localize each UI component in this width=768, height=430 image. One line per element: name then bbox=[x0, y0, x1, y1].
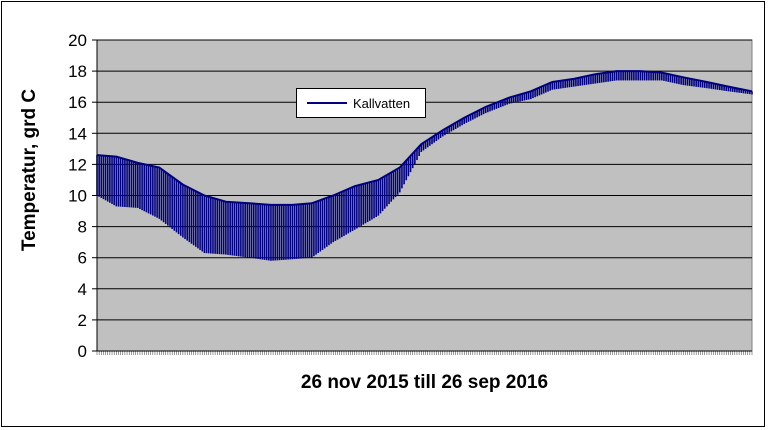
x-axis-ticks bbox=[96, 351, 753, 355]
y-axis-label: Temperatur, grd C bbox=[19, 88, 40, 252]
legend-swatch-kallvatten bbox=[307, 102, 347, 104]
y-tick-label: 16 bbox=[68, 93, 87, 112]
y-tick-label: 20 bbox=[68, 31, 87, 50]
y-tick-label: 8 bbox=[78, 218, 87, 237]
series-group bbox=[96, 70, 753, 261]
legend: Kallvatten bbox=[296, 88, 426, 118]
y-tick-label: 18 bbox=[68, 62, 87, 81]
y-tick-label: 2 bbox=[78, 311, 87, 330]
x-axis-label: 26 nov 2015 till 26 sep 2016 bbox=[300, 372, 549, 393]
y-tick-label: 10 bbox=[68, 187, 87, 206]
series-line-0 bbox=[96, 70, 753, 206]
y-axis-ticks: 0 2 4 6 8 10 12 14 16 18 20 bbox=[68, 31, 97, 361]
y-tick-label: 4 bbox=[78, 280, 87, 299]
y-tick-label: 0 bbox=[78, 342, 87, 361]
y-tick-label: 6 bbox=[78, 249, 87, 268]
y-tick-label: 14 bbox=[68, 124, 87, 143]
legend-label-kallvatten: Kallvatten bbox=[353, 95, 411, 111]
y-tick-label: 12 bbox=[68, 155, 87, 174]
